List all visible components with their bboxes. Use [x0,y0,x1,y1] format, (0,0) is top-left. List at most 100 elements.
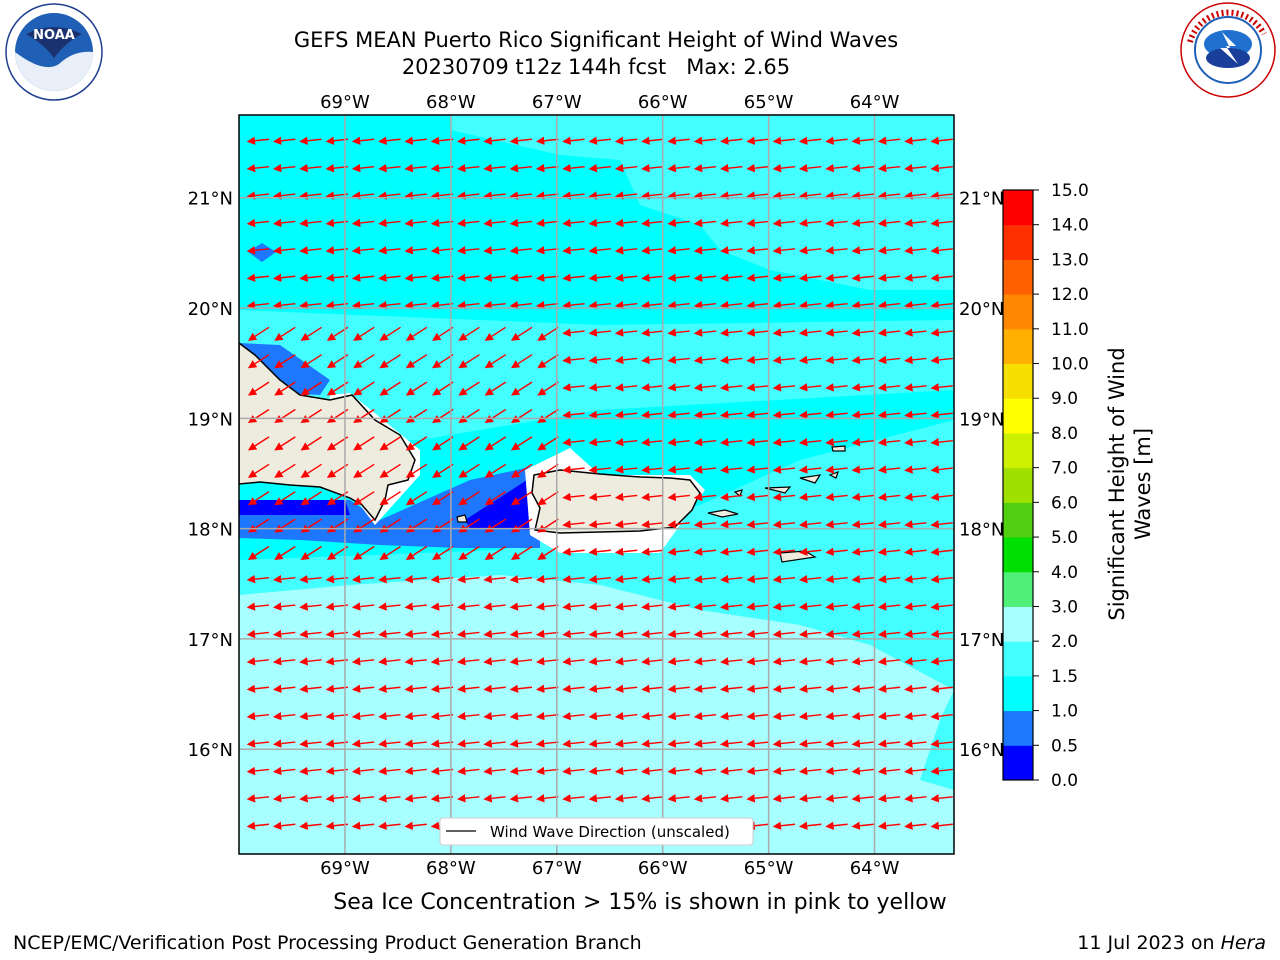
wave-direction-arrow [509,163,533,173]
wave-direction-arrow [772,711,796,721]
wave-direction-arrow [351,629,375,639]
wave-direction-arrow [458,354,480,369]
wave-direction-arrow [798,629,822,639]
wave-direction-arrow [588,657,611,666]
wave-direction-arrow [483,794,506,803]
wave-direction-arrow [405,408,428,424]
colorbar-tick-label: 3.0 [1051,597,1078,617]
wave-direction-arrow [930,794,953,803]
wave-direction-arrow [877,191,901,200]
colorbar-tick-label: 2.0 [1051,632,1078,652]
wave-direction-arrow [825,629,848,639]
wave-direction-arrow [300,545,322,561]
wave-direction-arrow [457,711,480,721]
wave-direction-arrow [877,520,901,529]
wave-direction-arrow [614,492,638,502]
wave-direction-arrow [641,300,664,310]
wave-direction-arrow [510,518,533,533]
wave-direction-arrow [720,465,743,474]
wave-direction-arrow [483,300,506,310]
wave-direction-arrow [588,711,611,721]
wave-direction-arrow [693,191,717,200]
wave-direction-arrow [693,218,717,228]
wave-direction-arrow [247,408,270,424]
wave-direction-arrow [378,191,401,200]
chart-title: GEFS MEAN Puerto Rico Significant Height… [293,28,899,52]
wave-direction-arrow [772,246,796,255]
wave-direction-arrow [825,273,848,282]
wave-direction-arrow [535,163,559,173]
wave-direction-arrow [851,437,874,447]
wave-direction-arrow [246,574,270,584]
wave-direction-arrow [247,436,270,451]
wave-direction-arrow [562,191,585,200]
wave-direction-arrow [904,657,927,666]
wave-direction-arrow [877,163,901,173]
wave-direction-arrow [667,191,690,200]
wave-direction-arrow [877,766,901,776]
wave-direction-arrow [274,518,296,533]
wave-direction-arrow [405,463,428,478]
wave-direction-arrow [562,574,585,584]
wave-direction-arrow [272,136,296,145]
wave-direction-arrow [537,326,559,341]
wave-direction-arrow [746,520,769,529]
wave-direction-arrow [272,629,296,639]
wave-direction-arrow [562,492,585,502]
wave-direction-arrow [588,602,611,611]
wave-direction-arrow [483,218,506,228]
wave-direction-arrow [825,821,848,830]
wave-direction-arrow [825,492,848,502]
wave-direction-arrow [693,629,717,639]
wave-direction-arrow [299,629,322,639]
wave-direction-arrow [930,492,953,502]
wave-direction-arrow [378,136,401,145]
wave-direction-arrow [562,410,585,419]
wave-direction-arrow [588,163,611,173]
wave-direction-arrow [458,545,480,561]
wave-direction-arrow [904,300,927,310]
wave-direction-arrow [614,136,638,145]
wave-direction-arrow [772,410,796,419]
wave-direction-arrow [535,602,559,611]
wave-direction-arrow [720,328,743,337]
wave-direction-arrow [562,739,585,748]
wave-direction-arrow [693,739,717,748]
wave-direction-arrow [274,326,296,341]
wave-direction-arrow [246,629,270,639]
wave-direction-arrow [825,328,848,337]
wave-direction-arrow [535,136,559,145]
wave-direction-arrow [825,602,848,611]
wave-direction-arrow [537,408,559,424]
wave-direction-arrow [246,273,270,282]
wave-direction-arrow [851,629,874,639]
wave-direction-arrow [378,711,401,721]
wave-direction-arrow [378,657,401,666]
wave-direction-arrow [483,629,506,639]
wave-direction-arrow [247,491,270,506]
wave-direction-arrow [667,547,690,556]
wave-direction-arrow [877,136,901,145]
wave-direction-arrow [351,657,375,666]
wave-direction-arrow [404,218,427,228]
wave-direction-arrow [274,354,296,369]
wave-direction-arrow [458,381,480,396]
wave-direction-arrow [825,136,848,145]
wave-direction-arrow [484,354,507,369]
wave-direction-arrow [535,657,559,666]
wave-direction-arrow [720,383,743,392]
wave-direction-arrow [458,436,480,451]
wave-direction-arrow [720,766,743,776]
wave-direction-arrow [299,766,322,776]
wave-direction-arrow [562,547,585,556]
wave-direction-arrow [405,354,428,369]
footer-date: 11 Jul 2023 on Hera [1077,932,1266,954]
wave-direction-arrow [904,465,927,474]
wave-direction-arrow [851,492,874,502]
colorbar-tick-label: 1.5 [1051,667,1078,687]
wave-direction-arrow [877,602,901,611]
wave-direction-arrow [693,437,717,447]
lon-tick-label: 65°W [744,858,794,879]
wave-direction-arrow [535,191,559,200]
wave-direction-arrow [930,437,953,447]
